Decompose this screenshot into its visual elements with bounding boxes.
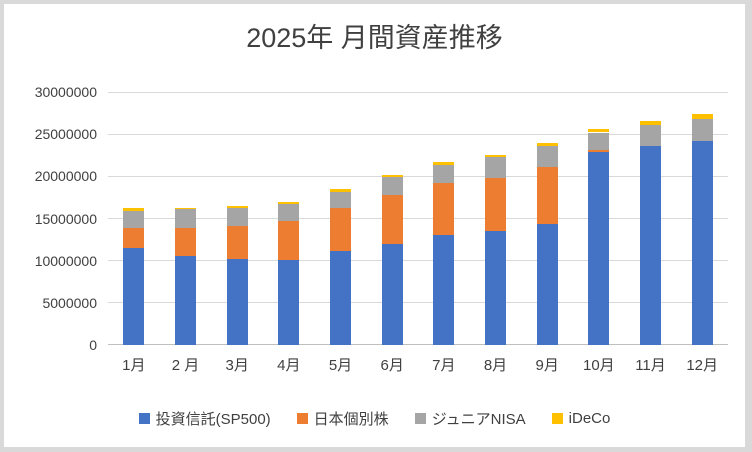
x-axis-label: 12月: [686, 357, 718, 374]
gridline: [108, 175, 728, 177]
bar-segment: [226, 258, 248, 345]
bar-segment: [175, 209, 196, 229]
bar-segment: [278, 202, 300, 205]
bar-segment: [330, 191, 351, 208]
legend-swatch: [296, 413, 308, 424]
bar-segment: [175, 228, 196, 257]
legend-item: 日本個別株: [296, 408, 389, 429]
bar-segment: [485, 178, 506, 232]
bar-segment: [381, 194, 403, 244]
bar-segment: [433, 162, 455, 165]
y-axis-tick-label: 0: [89, 337, 97, 353]
bar-segment: [433, 164, 455, 183]
bar-segment: [588, 128, 610, 133]
bar-segment: [123, 228, 145, 248]
y-axis-tick-label: 25000000: [34, 126, 97, 143]
x-axis-label: 8月: [483, 357, 508, 374]
legend-item: iDeCo: [551, 410, 611, 427]
legend-item: 投資信託(SP500): [138, 408, 271, 429]
gridline: [108, 260, 728, 262]
bar-segment: [330, 207, 351, 251]
bar-segment: [536, 143, 558, 146]
x-axis-label: 4月: [277, 357, 301, 374]
gridline: [108, 218, 728, 219]
bar-segment: [536, 224, 558, 345]
legend-swatch: [138, 413, 150, 424]
gridline: [108, 302, 728, 304]
chart-title: 2025年 月間資産推移: [246, 23, 503, 53]
x-axis-line: [108, 344, 728, 345]
bar-segment: [175, 207, 196, 210]
bar-segment: [691, 140, 713, 345]
plot-area: [108, 91, 728, 345]
bar-segment: [485, 231, 506, 345]
y-axis-tick-label: 10000000: [34, 252, 97, 269]
bar-segment: [278, 259, 300, 345]
bar-segment: [123, 210, 145, 229]
bar-segment: [536, 145, 558, 168]
chart-canvas: 2025年 月間資産推移 投資信託(SP500) 日本個別株 ジュニアNISA iDe…: [4, 4, 745, 447]
bar-segment: [588, 132, 610, 151]
x-axis-label: 3月: [225, 357, 249, 374]
legend-label: 投資信託(SP500): [155, 411, 271, 428]
x-axis-label: 5月: [328, 357, 353, 374]
x-axis-label: 10月: [582, 357, 615, 374]
bar-segment: [433, 182, 455, 235]
bar-segment: [640, 146, 661, 345]
bar-segment: [381, 243, 403, 345]
bar-segment: [433, 234, 455, 345]
gridline: [108, 91, 728, 93]
x-axis-label: 1月: [122, 357, 146, 374]
gridline: [108, 133, 728, 135]
bar-segment: [691, 119, 713, 141]
y-axis-tick-label: 5000000: [42, 294, 97, 311]
y-axis-tick-label: 30000000: [34, 84, 97, 100]
bar-segment: [640, 124, 661, 147]
bar-segment: [278, 221, 300, 260]
bar-segment: [485, 157, 506, 179]
bar-segment: [485, 154, 506, 158]
bar-segment: [226, 226, 248, 259]
legend-swatch: [551, 413, 563, 424]
bar-segment: [640, 121, 661, 125]
bar-segment: [536, 167, 558, 225]
legend-label: 日本個別株: [313, 411, 389, 428]
bar-segment: [278, 204, 300, 222]
x-axis-label: 11月: [635, 357, 666, 374]
legend-item: ジュニアNISA: [414, 408, 526, 429]
bar-segment: [330, 250, 351, 345]
bar-segment: [123, 208, 145, 211]
x-axis-label: 2 月: [171, 357, 200, 374]
x-axis-label: 6月: [380, 357, 404, 374]
x-axis-label: 9月: [535, 357, 559, 374]
x-axis-label: 7月: [432, 357, 456, 374]
y-axis-tick-label: 20000000: [34, 168, 97, 185]
bar-segment: [588, 151, 610, 345]
y-axis-tick-label: 15000000: [34, 210, 97, 227]
bar-segment: [226, 207, 248, 227]
bar-segment: [691, 114, 713, 119]
bar-segment: [588, 150, 610, 152]
legend-swatch: [414, 413, 426, 424]
legend: 投資信託(SP500) 日本個別株 ジュニアNISA iDeCo: [4, 408, 745, 429]
bar-segment: [175, 256, 196, 345]
legend-label: ジュニアNISA: [431, 411, 526, 428]
bar-segment: [226, 205, 248, 208]
bar-segment: [381, 174, 403, 178]
bar-segment: [123, 247, 145, 345]
bar-segment: [330, 189, 351, 192]
bar-segment: [381, 177, 403, 195]
legend-label: iDeCo: [568, 410, 611, 427]
